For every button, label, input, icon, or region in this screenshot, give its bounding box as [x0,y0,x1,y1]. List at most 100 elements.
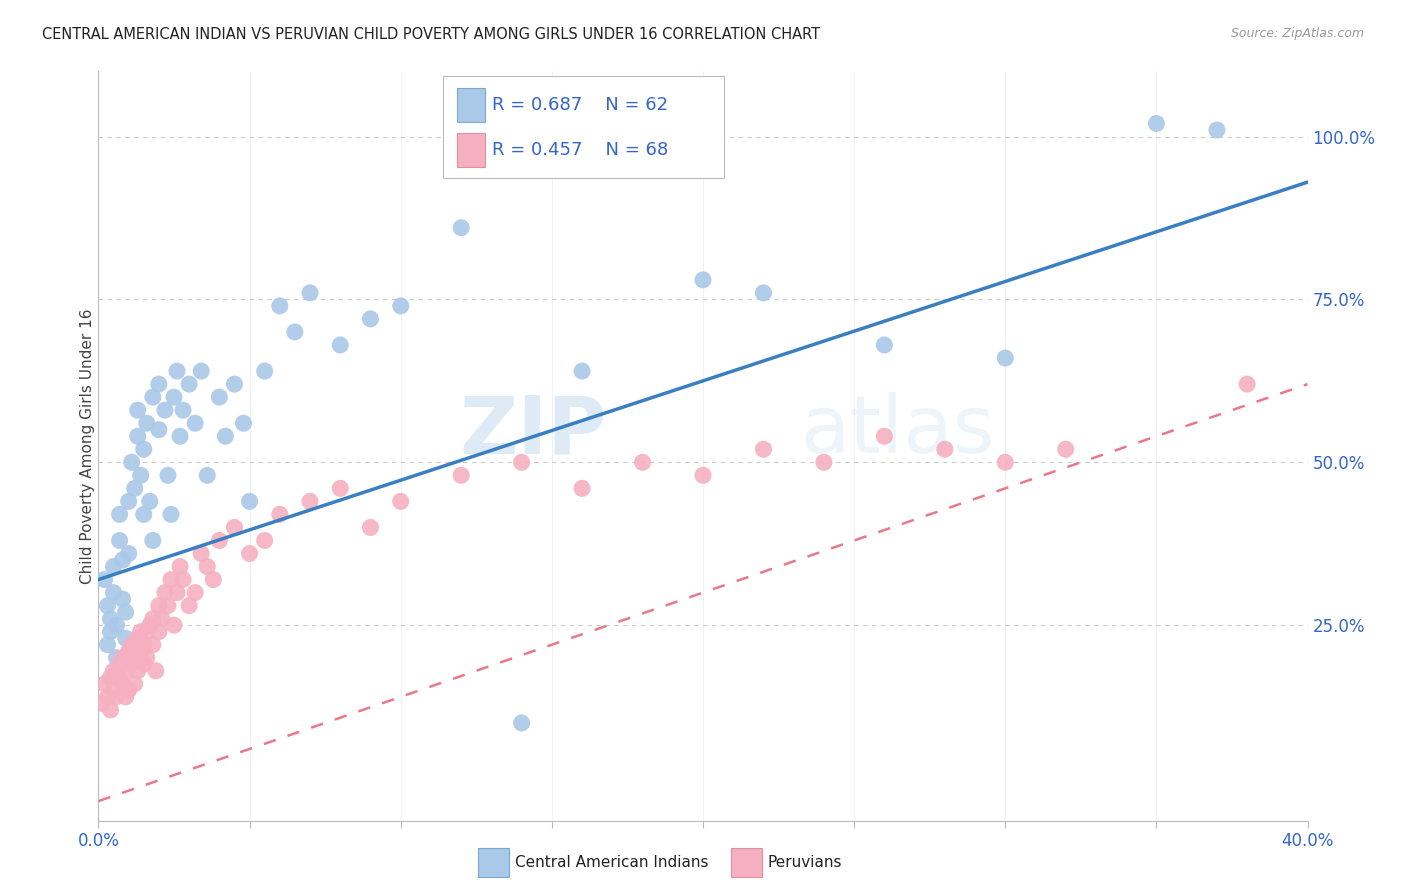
Point [139,494,162,508]
Point [96,599,118,613]
Point [269,299,291,313]
Point [142,533,165,548]
Point [132,508,155,522]
Point [184,585,207,599]
Point [111,677,134,691]
Point [994,351,1017,365]
Point [121,638,143,652]
Text: atlas: atlas [800,392,994,470]
Point [510,455,533,469]
Point [100,612,122,626]
Point [139,618,162,632]
Point [571,481,593,495]
Point [121,657,143,672]
Point [103,585,125,599]
Point [105,650,128,665]
Point [142,612,165,626]
Point [111,650,134,665]
Point [253,533,276,548]
Point [166,364,188,378]
Text: Central American Indians: Central American Indians [515,855,709,870]
Y-axis label: Child Poverty Among Girls Under 16: Child Poverty Among Girls Under 16 [80,309,94,583]
Point [202,573,225,587]
Point [873,338,896,352]
Point [114,690,136,704]
Text: R = 0.457    N = 68: R = 0.457 N = 68 [492,141,668,159]
Point [124,481,146,495]
Point [169,559,191,574]
Point [360,312,382,326]
Point [127,403,149,417]
Point [111,592,134,607]
Point [90,697,112,711]
Point [105,690,128,704]
Point [450,220,472,235]
Point [135,650,157,665]
Text: CENTRAL AMERICAN INDIAN VS PERUVIAN CHILD POVERTY AMONG GIRLS UNDER 16 CORRELATI: CENTRAL AMERICAN INDIAN VS PERUVIAN CHIL… [42,27,820,42]
Point [148,377,170,392]
Point [108,533,131,548]
Text: Peruvians: Peruvians [768,855,842,870]
Point [172,403,194,417]
Point [148,624,170,639]
Point [195,559,218,574]
Point [163,390,186,404]
Text: ZIP: ZIP [458,392,606,470]
Point [93,573,115,587]
Point [873,429,896,443]
Point [103,559,125,574]
Point [118,494,141,508]
Point [129,468,152,483]
Point [118,683,141,698]
Point [156,468,179,483]
Point [108,657,131,672]
Point [103,664,125,678]
Point [129,624,152,639]
Point [160,573,183,587]
Point [253,364,276,378]
Point [100,670,122,684]
Point [114,631,136,645]
Point [239,547,262,561]
Point [224,520,246,534]
Point [571,364,593,378]
Point [142,638,165,652]
Point [184,416,207,430]
Point [389,299,412,313]
Point [169,429,191,443]
Point [631,455,654,469]
Point [148,599,170,613]
Point [118,547,141,561]
Point [121,455,143,469]
Point [179,599,201,613]
Point [299,494,322,508]
Point [127,631,149,645]
Point [156,599,179,613]
Point [108,670,131,684]
Point [142,390,165,404]
Point [195,468,218,483]
Point [208,533,231,548]
Point [135,624,157,639]
Point [179,377,201,392]
Point [1054,442,1077,457]
Point [132,657,155,672]
Point [1206,123,1229,137]
Point [114,605,136,619]
Point [190,547,212,561]
Point [124,677,146,691]
Point [284,325,307,339]
Point [163,618,186,632]
Point [100,624,122,639]
Point [389,494,412,508]
Point [299,285,322,300]
Point [692,468,714,483]
Text: Source: ZipAtlas.com: Source: ZipAtlas.com [1230,27,1364,40]
Point [239,494,262,508]
Point [752,285,775,300]
Point [153,585,176,599]
Point [93,677,115,691]
Point [103,683,125,698]
Point [132,442,155,457]
Point [1144,116,1167,130]
